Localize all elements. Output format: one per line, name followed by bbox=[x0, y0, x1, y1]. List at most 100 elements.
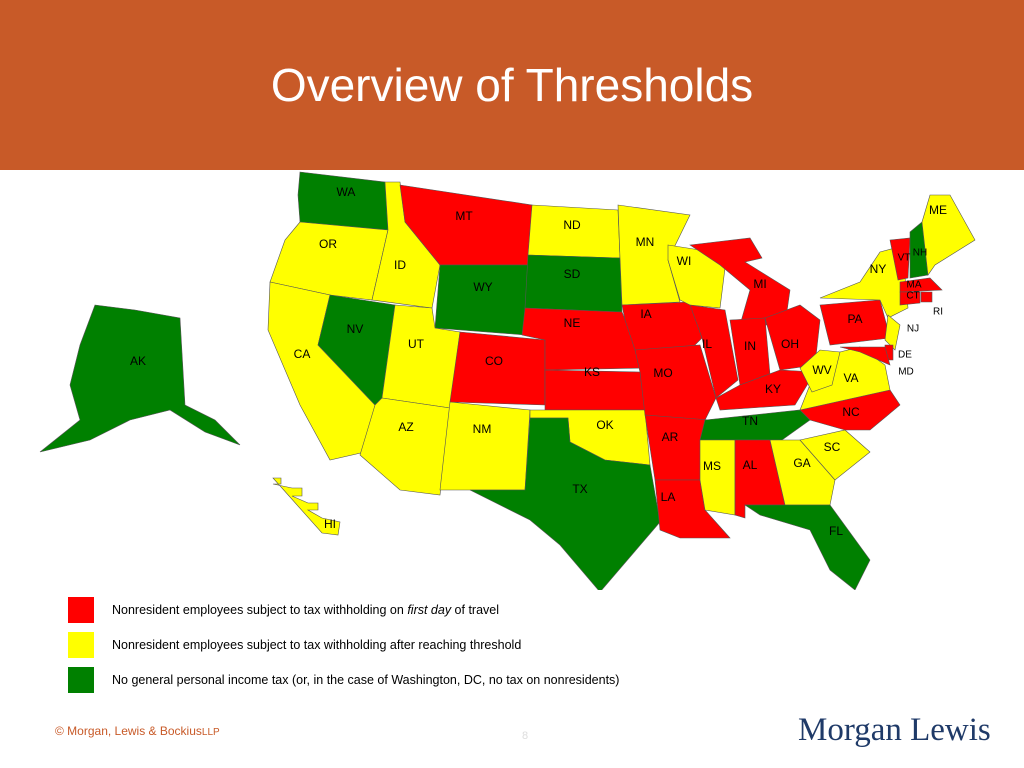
state bbox=[889, 237, 911, 281]
state-label: WA bbox=[337, 185, 356, 199]
state-label: ND bbox=[563, 218, 581, 232]
state-label: AL bbox=[743, 458, 758, 472]
state bbox=[272, 477, 341, 536]
state-label: WY bbox=[473, 280, 492, 294]
copyright-suffix: LLP bbox=[201, 727, 220, 738]
legend-swatch bbox=[68, 667, 94, 693]
state-label: MS bbox=[703, 459, 721, 473]
state-label: OR bbox=[319, 237, 337, 251]
state bbox=[469, 417, 661, 590]
state bbox=[439, 401, 531, 491]
state bbox=[524, 254, 623, 313]
state-label: SD bbox=[564, 267, 581, 281]
copyright-text: © Morgan, Lewis & Bockius bbox=[55, 724, 202, 738]
state-label: NC bbox=[842, 405, 860, 419]
state-label: NJ bbox=[907, 324, 919, 335]
state-label: SC bbox=[824, 440, 841, 454]
state-label: IN bbox=[744, 339, 756, 353]
state-label: ID bbox=[394, 258, 406, 272]
state-label: AR bbox=[662, 430, 679, 444]
state-label: MD bbox=[898, 367, 914, 378]
state bbox=[799, 349, 841, 393]
state bbox=[39, 304, 241, 453]
state bbox=[884, 314, 901, 351]
legend-swatch bbox=[68, 632, 94, 658]
slide-title: Overview of Thresholds bbox=[270, 59, 754, 111]
state-label: VT bbox=[898, 253, 911, 264]
state-label: NM bbox=[473, 422, 492, 436]
state-label: ME bbox=[929, 203, 947, 217]
state-label: PA bbox=[847, 312, 862, 326]
state-label: NY bbox=[870, 262, 887, 276]
state-label: RI bbox=[933, 307, 943, 318]
state-label: VA bbox=[843, 371, 858, 385]
state bbox=[799, 429, 871, 481]
state bbox=[699, 409, 811, 441]
state-label: IL bbox=[702, 337, 712, 351]
state-label: TX bbox=[572, 482, 587, 496]
legend-text-part: Nonresident employees subject to tax wit… bbox=[112, 603, 408, 617]
state bbox=[699, 439, 736, 516]
state bbox=[297, 171, 389, 231]
state-label: KY bbox=[765, 382, 781, 396]
state bbox=[359, 397, 451, 496]
state-label: MN bbox=[636, 235, 655, 249]
state-label: AK bbox=[130, 354, 146, 368]
legend-item: Nonresident employees subject to tax wit… bbox=[68, 632, 521, 658]
state-label: CT bbox=[906, 291, 919, 302]
state bbox=[899, 291, 921, 306]
state-label: WV bbox=[812, 363, 831, 377]
state bbox=[921, 194, 976, 276]
legend-text: Nonresident employees subject to tax wit… bbox=[112, 603, 499, 617]
state-label: UT bbox=[408, 337, 425, 351]
state-label: WI bbox=[677, 254, 692, 268]
state-label: LA bbox=[661, 490, 676, 504]
legend-text: Nonresident employees subject to tax wit… bbox=[112, 638, 521, 652]
state-label: FL bbox=[829, 524, 843, 538]
state-label: NE bbox=[564, 316, 581, 330]
state bbox=[920, 291, 933, 303]
legend-text: No general personal income tax (or, in t… bbox=[112, 673, 619, 687]
legend-text-part: first day bbox=[407, 603, 452, 617]
state-label: CA bbox=[294, 347, 311, 361]
state bbox=[689, 237, 791, 326]
legend-text-part: of travel bbox=[451, 603, 500, 617]
state-label: NV bbox=[347, 322, 364, 336]
legend-text-part: Nonresident employees subject to tax wit… bbox=[112, 638, 522, 652]
state-label: NH bbox=[913, 248, 927, 259]
legend-item: No general personal income tax (or, in t… bbox=[68, 667, 619, 693]
state-label: MI bbox=[753, 277, 766, 291]
legend-text-part: No general personal income tax (or, in t… bbox=[112, 673, 620, 687]
state bbox=[617, 204, 691, 306]
state-label: CO bbox=[485, 354, 503, 368]
state-label: IA bbox=[640, 307, 651, 321]
state bbox=[449, 331, 546, 406]
state bbox=[689, 304, 739, 399]
page-number: 8 bbox=[522, 730, 529, 742]
state bbox=[434, 264, 531, 336]
copyright: © Morgan, Lewis & BockiusLLP bbox=[55, 724, 220, 738]
state bbox=[621, 301, 703, 351]
state bbox=[764, 304, 821, 371]
legend-swatch bbox=[68, 597, 94, 623]
state-label: MA bbox=[907, 280, 922, 291]
state-label: OH bbox=[781, 337, 799, 351]
state-label: MT bbox=[455, 209, 473, 223]
state-label: MO bbox=[653, 366, 672, 380]
state-label: KS bbox=[584, 365, 600, 379]
header-banner bbox=[0, 0, 1024, 170]
state-label: HI bbox=[324, 517, 336, 531]
legend-item: Nonresident employees subject to tax wit… bbox=[68, 597, 499, 623]
state-label: DE bbox=[898, 350, 912, 361]
state bbox=[899, 277, 943, 293]
state-label: TN bbox=[742, 414, 758, 428]
state-label: GA bbox=[793, 456, 810, 470]
logo: Morgan Lewis bbox=[798, 712, 991, 748]
state-label: AZ bbox=[398, 420, 413, 434]
us-map: WA OR CA NV ID MT WY UT AZ CO NM ND SD NE KS OK TX MN IA MO… bbox=[39, 171, 976, 590]
state-label: OK bbox=[596, 418, 613, 432]
state bbox=[744, 504, 871, 590]
state bbox=[634, 344, 717, 421]
state bbox=[769, 439, 836, 506]
